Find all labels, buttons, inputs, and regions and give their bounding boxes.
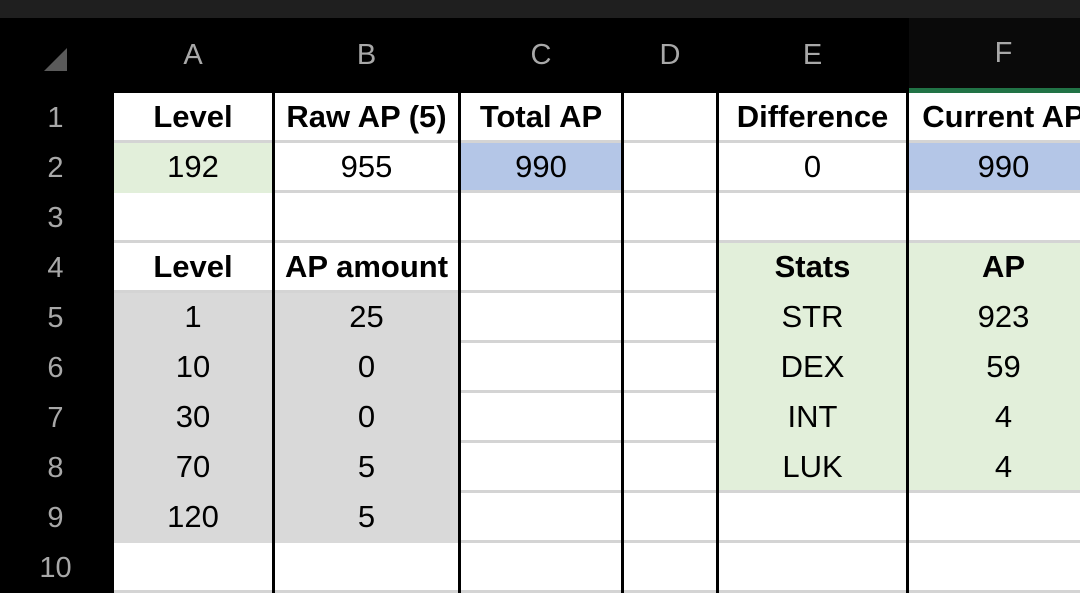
cell-e1[interactable]: Difference [719, 93, 906, 143]
cell-a8[interactable]: 70 [114, 443, 272, 493]
row-header-2[interactable]: 2 [0, 143, 111, 193]
cell-a2[interactable]: 192 [114, 143, 272, 193]
cell-d1[interactable] [624, 93, 716, 143]
cell-e2[interactable]: 0 [719, 143, 906, 193]
row-header-10[interactable]: 10 [0, 543, 111, 593]
cell-e5[interactable]: STR [719, 293, 906, 343]
cell-b8[interactable]: 5 [275, 443, 458, 493]
cell-d4[interactable] [624, 243, 716, 293]
column-header-c[interactable]: C [461, 18, 621, 93]
column-header-a[interactable]: A [114, 18, 272, 93]
select-all-triangle-icon [44, 48, 67, 71]
window-top-bar [0, 0, 1080, 18]
spreadsheet-grid: A B C D E F 1 Level Raw AP (5) Total AP Diff… [0, 18, 1080, 593]
cell-f6[interactable]: 59 [909, 343, 1080, 393]
cell-b5[interactable]: 25 [275, 293, 458, 343]
cell-c8[interactable] [461, 443, 621, 493]
cell-f7[interactable]: 4 [909, 393, 1080, 443]
cell-a9[interactable]: 120 [114, 493, 272, 543]
cell-f4[interactable]: AP [909, 243, 1080, 293]
row-header-9[interactable]: 9 [0, 493, 111, 543]
cell-e3[interactable] [719, 193, 906, 243]
cell-a4[interactable]: Level [114, 243, 272, 293]
row-header-8[interactable]: 8 [0, 443, 111, 493]
row-header-4[interactable]: 4 [0, 243, 111, 293]
cell-c5[interactable] [461, 293, 621, 343]
cell-f8[interactable]: 4 [909, 443, 1080, 493]
cell-e10[interactable] [719, 543, 906, 593]
cell-c7[interactable] [461, 393, 621, 443]
cell-e8[interactable]: LUK [719, 443, 906, 493]
cell-d2[interactable] [624, 143, 716, 193]
cell-b4[interactable]: AP amount [275, 243, 458, 293]
row-header-7[interactable]: 7 [0, 393, 111, 443]
cell-b2[interactable]: 955 [275, 143, 458, 193]
column-header-d[interactable]: D [624, 18, 716, 93]
cell-c2[interactable]: 990 [461, 143, 621, 193]
cell-e4[interactable]: Stats [719, 243, 906, 293]
cell-d10[interactable] [624, 543, 716, 593]
cell-b6[interactable]: 0 [275, 343, 458, 393]
select-all-button[interactable] [0, 18, 111, 93]
cell-f10[interactable] [909, 543, 1080, 593]
cell-b1[interactable]: Raw AP (5) [275, 93, 458, 143]
cell-d5[interactable] [624, 293, 716, 343]
cell-b3[interactable] [275, 193, 458, 243]
cell-a6[interactable]: 10 [114, 343, 272, 393]
cell-f5[interactable]: 923 [909, 293, 1080, 343]
cell-a3[interactable] [114, 193, 272, 243]
row-header-5[interactable]: 5 [0, 293, 111, 343]
row-header-3[interactable]: 3 [0, 193, 111, 243]
cell-f2[interactable]: 990 [909, 143, 1080, 193]
row-header-6[interactable]: 6 [0, 343, 111, 393]
cell-e7[interactable]: INT [719, 393, 906, 443]
cell-b7[interactable]: 0 [275, 393, 458, 443]
cell-f9[interactable] [909, 493, 1080, 543]
column-header-b[interactable]: B [275, 18, 458, 93]
cell-b9[interactable]: 5 [275, 493, 458, 543]
cell-a1[interactable]: Level [114, 93, 272, 143]
cell-a5[interactable]: 1 [114, 293, 272, 343]
cell-c4[interactable] [461, 243, 621, 293]
cell-b10[interactable] [275, 543, 458, 593]
cell-c1[interactable]: Total AP [461, 93, 621, 143]
cell-d9[interactable] [624, 493, 716, 543]
column-header-f[interactable]: F [909, 18, 1080, 93]
row-header-1[interactable]: 1 [0, 93, 111, 143]
cell-c9[interactable] [461, 493, 621, 543]
column-header-e[interactable]: E [719, 18, 906, 93]
cell-d6[interactable] [624, 343, 716, 393]
cell-f1[interactable]: Current AP [909, 93, 1080, 143]
cell-c10[interactable] [461, 543, 621, 593]
cell-c3[interactable] [461, 193, 621, 243]
cell-f3[interactable] [909, 193, 1080, 243]
cell-c6[interactable] [461, 343, 621, 393]
cell-d7[interactable] [624, 393, 716, 443]
cell-d8[interactable] [624, 443, 716, 493]
cell-e6[interactable]: DEX [719, 343, 906, 393]
cell-e9[interactable] [719, 493, 906, 543]
cell-a7[interactable]: 30 [114, 393, 272, 443]
cell-a10[interactable] [114, 543, 272, 593]
cell-d3[interactable] [624, 193, 716, 243]
